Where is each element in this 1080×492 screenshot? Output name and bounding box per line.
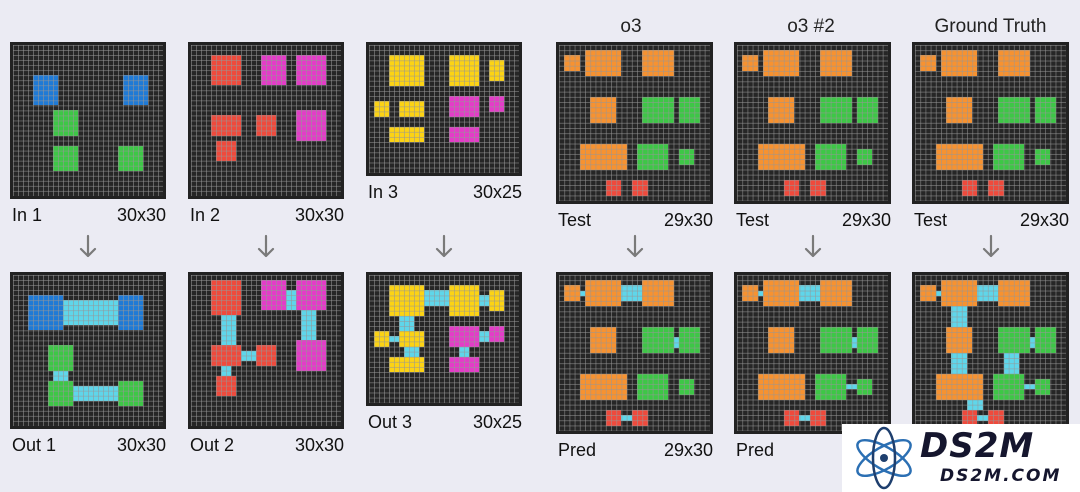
caption-out-1: Out 1 30x30 xyxy=(12,433,166,457)
ds2m-logo: DS2M DS2M.COM xyxy=(842,424,1080,492)
grid-lines xyxy=(13,275,163,426)
grid-label: Test xyxy=(736,210,770,230)
grid-pred-o3 xyxy=(556,272,713,434)
grid-dimensions: 30x25 xyxy=(472,182,522,202)
grid-label: Test xyxy=(558,210,592,230)
grid-lines xyxy=(191,45,341,196)
grid-label: Out 3 xyxy=(368,412,413,432)
grid-dimensions: 29x30 xyxy=(663,210,713,230)
atom-icon xyxy=(856,426,912,490)
grid-in-1 xyxy=(10,42,166,199)
caption-in-1: In 1 30x30 xyxy=(12,203,166,227)
grid-in-3 xyxy=(366,42,522,176)
grid-label: In 1 xyxy=(12,205,43,225)
grid-lines xyxy=(13,45,163,196)
grid-in-2 xyxy=(188,42,344,199)
caption-test-truth: Test 29x30 xyxy=(914,208,1069,232)
grid-pred-o3-2 xyxy=(734,272,891,434)
caption-test-o3: Test 29x30 xyxy=(558,208,713,232)
grid-label: In 3 xyxy=(368,182,399,202)
down-arrow-icon xyxy=(257,234,275,258)
grid-dimensions: 30x30 xyxy=(294,205,344,225)
grid-label: Out 1 xyxy=(12,435,57,455)
grid-lines xyxy=(737,45,888,201)
column-title-o3-2: o3 #2 xyxy=(787,16,835,37)
column-title-o3: o3 xyxy=(620,16,642,37)
grid-label: Test xyxy=(914,210,948,230)
grid-test-o3 xyxy=(556,42,713,204)
grid-lines xyxy=(369,275,519,403)
grid-out-3 xyxy=(366,272,522,406)
grid-dimensions: 29x30 xyxy=(663,440,713,460)
grid-lines xyxy=(915,45,1066,201)
caption-pred-o3: Pred 29x30 xyxy=(558,438,713,462)
grid-pred-truth xyxy=(912,272,1069,434)
grid-lines xyxy=(559,45,710,201)
logo-title: DS2M xyxy=(920,426,1035,466)
down-arrow-icon xyxy=(435,234,453,258)
grid-lines xyxy=(737,275,888,431)
down-arrow-icon xyxy=(79,234,97,258)
caption-test-o3-2: Test 29x30 xyxy=(736,208,891,232)
down-arrow-icon xyxy=(626,234,643,258)
grid-out-2 xyxy=(188,272,344,429)
grid-test-truth xyxy=(912,42,1069,204)
logo-domain: DS2M.COM xyxy=(940,466,1062,486)
grid-dimensions: 30x25 xyxy=(472,412,522,432)
grid-dimensions: 30x30 xyxy=(116,435,166,455)
grid-test-o3-2 xyxy=(734,42,891,204)
grid-out-1 xyxy=(10,272,166,429)
grid-dimensions: 30x30 xyxy=(116,205,166,225)
grid-dimensions: 29x30 xyxy=(841,210,891,230)
caption-in-3: In 3 30x25 xyxy=(368,180,522,204)
column-title-ground-truth: Ground Truth xyxy=(934,16,1047,37)
grid-lines xyxy=(191,275,341,426)
grid-label: Out 2 xyxy=(190,435,235,455)
grid-label: Pred xyxy=(736,440,775,460)
caption-out-3: Out 3 30x25 xyxy=(368,410,522,434)
caption-in-2: In 2 30x30 xyxy=(190,203,344,227)
down-arrow-icon xyxy=(982,234,999,258)
grid-dimensions: 29x30 xyxy=(1019,210,1069,230)
caption-out-2: Out 2 30x30 xyxy=(190,433,344,457)
grid-label: In 2 xyxy=(190,205,221,225)
grid-lines xyxy=(915,275,1066,431)
grid-lines xyxy=(559,275,710,431)
grid-label: Pred xyxy=(558,440,597,460)
grid-dimensions: 30x30 xyxy=(294,435,344,455)
down-arrow-icon xyxy=(804,234,821,258)
grid-lines xyxy=(369,45,519,173)
